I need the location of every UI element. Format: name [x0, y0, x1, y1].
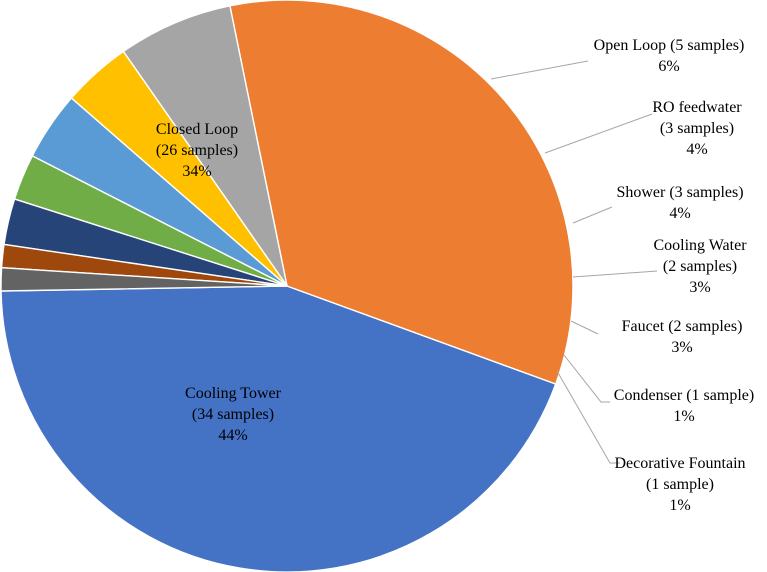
data-label-condenser: Condenser (1 sample) 1% — [614, 387, 754, 425]
data-label-line: Faucet (2 samples) — [622, 318, 743, 335]
data-label-line: 1% — [673, 408, 694, 425]
data-label-line: RO feedwater — [652, 99, 742, 116]
data-label-line: (34 samples) — [192, 406, 274, 423]
leader-line-shower — [572, 206, 613, 224]
data-label-line: Decorative Fountain — [614, 455, 745, 472]
data-label-line: Cooling Water — [653, 237, 747, 254]
leader-line-open-loop — [490, 60, 589, 80]
leader-line-cooling-water — [572, 270, 658, 278]
data-label-line: Cooling Tower — [185, 385, 282, 402]
data-label-line: Open Loop (5 samples) — [594, 37, 745, 54]
leader-line-decorative-fountain — [556, 370, 620, 464]
data-label-line: (1 sample) — [646, 476, 714, 493]
data-label-faucet: Faucet (2 samples) 3% — [622, 318, 743, 356]
data-label-cooling-tower: Cooling Tower (34 samples) 44% — [185, 385, 282, 444]
data-label-line: Condenser (1 sample) — [614, 387, 754, 404]
data-label-ro-feedwater: RO feedwater (3 samples) 4% — [652, 99, 742, 158]
data-label-line: 3% — [689, 279, 710, 296]
pie-slice-open-loop — [122, 4, 288, 287]
data-label-shower: Shower (3 samples) 4% — [616, 184, 743, 222]
leader-line-ro-feedwater — [544, 113, 653, 154]
data-label-line: Shower (3 samples) — [616, 184, 743, 201]
leader-line-faucet — [570, 320, 599, 335]
data-label-line: 1% — [669, 497, 690, 514]
data-label-line: 44% — [218, 427, 247, 444]
data-label-cooling-water: Cooling Water (2 samples) 3% — [653, 237, 747, 296]
data-label-line: (3 samples) — [660, 120, 734, 137]
data-label-line: 4% — [686, 141, 707, 158]
data-label-line: 6% — [658, 58, 679, 75]
data-labels: Closed Loop (26 samples) 34% Cooling Tower (… — [156, 37, 754, 514]
data-label-line: (2 samples) — [663, 258, 737, 275]
leader-line-condenser — [563, 354, 610, 403]
pie-slice-cooling-tower — [0, 285, 557, 572]
leader-lines — [490, 60, 658, 464]
data-label-line: 3% — [671, 339, 692, 356]
data-label-line: (26 samples) — [156, 142, 238, 159]
data-label-closed-loop: Closed Loop (26 samples) 34% — [156, 121, 238, 180]
data-label-line: Closed Loop — [156, 121, 238, 138]
data-label-decorative-fountain: Decorative Fountain (1 sample) 1% — [614, 455, 745, 514]
data-label-open-loop: Open Loop (5 samples) 6% — [594, 37, 745, 75]
data-label-line: 34% — [182, 163, 211, 180]
pie-slice-decorative-fountain — [0, 266, 288, 292]
pie-slice-closed-loop — [229, 0, 574, 385]
data-label-line: 4% — [669, 205, 690, 222]
pie-slices — [0, 0, 574, 572]
